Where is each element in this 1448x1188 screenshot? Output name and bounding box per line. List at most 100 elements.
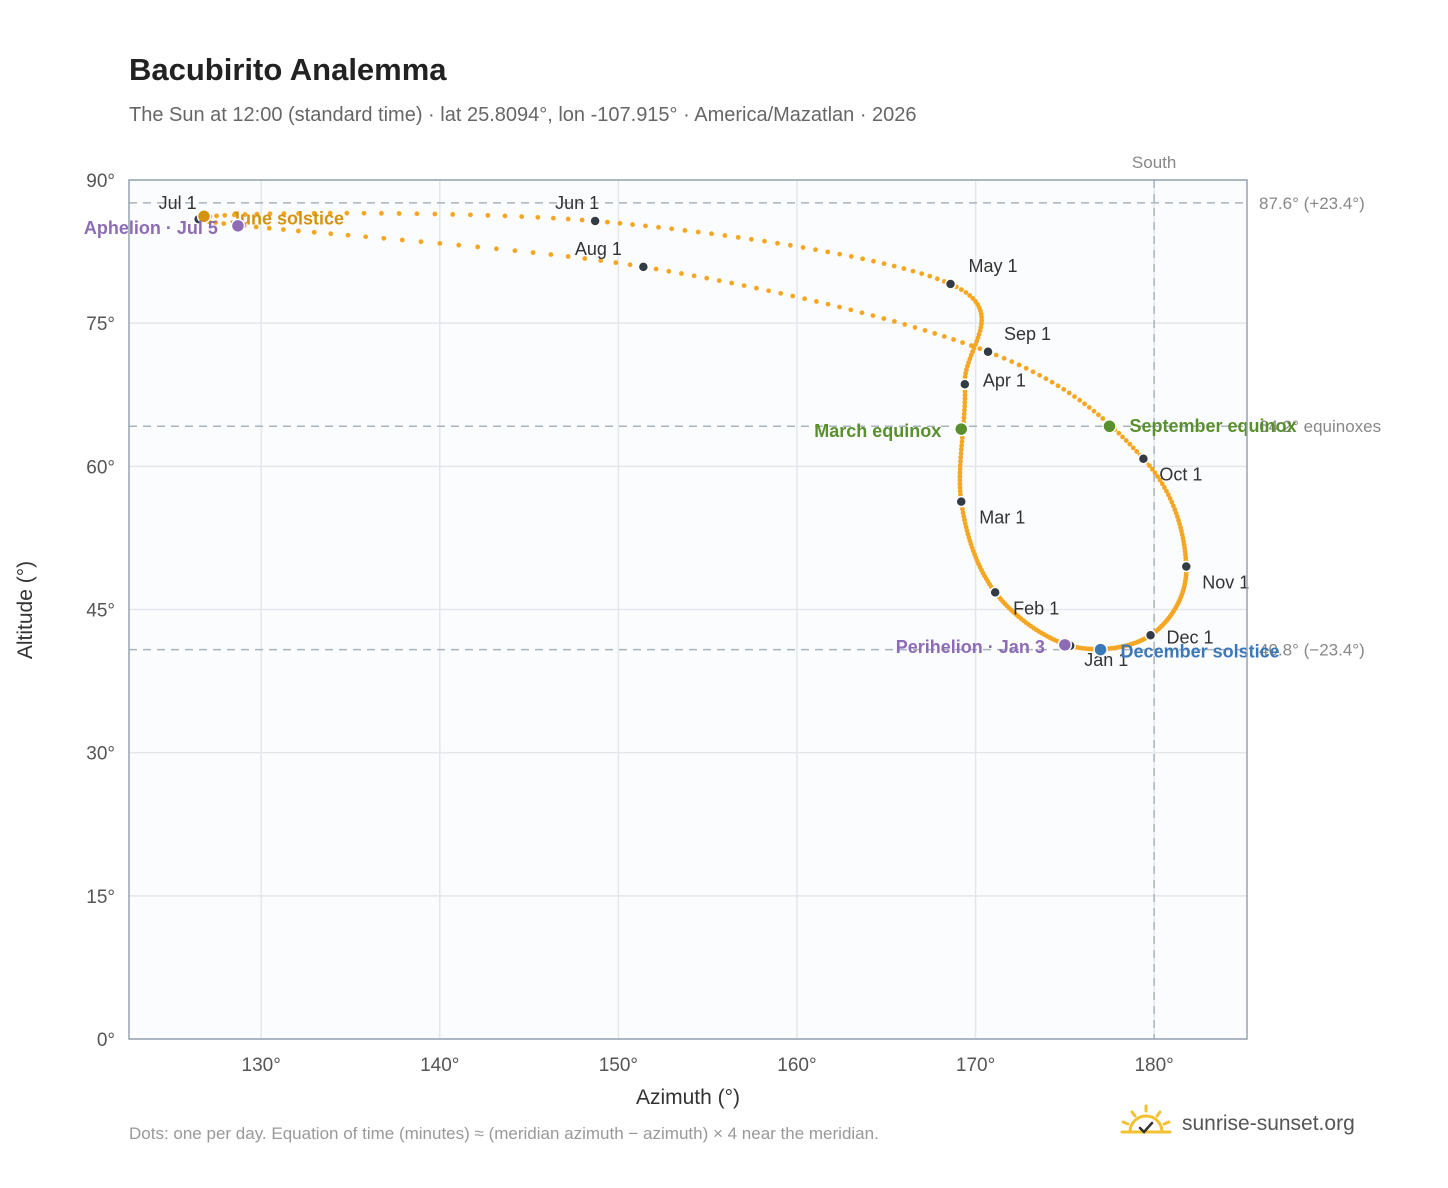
daily-dot	[959, 435, 965, 440]
daily-dot	[345, 232, 351, 238]
daily-dot	[961, 411, 967, 417]
month-marker	[1137, 452, 1150, 465]
y-tick-label: 60°	[86, 457, 115, 478]
daily-dot	[669, 226, 675, 232]
daily-dot	[1023, 365, 1029, 371]
daily-dot	[1165, 492, 1171, 498]
daily-dot	[1159, 481, 1165, 487]
daily-dot	[579, 217, 585, 223]
month-markers: Jan 1 Feb 1 Mar 1 Apr 1 May 1 Jun 1 Jul 1 Aug 1…	[159, 193, 1250, 670]
daily-dot	[363, 234, 369, 240]
daily-dot	[871, 258, 876, 264]
daily-dot	[800, 245, 806, 250]
daily-dot	[901, 266, 907, 271]
daily-dot	[1170, 503, 1176, 509]
daily-dot	[902, 322, 908, 327]
daily-dot	[418, 239, 424, 245]
daily-dot	[1134, 449, 1140, 454]
footnote: Dots: one per day. Equation of time (min…	[129, 1124, 879, 1143]
month-label: Jun 1	[555, 193, 599, 213]
daily-dot	[414, 211, 420, 217]
daily-dot	[530, 250, 536, 255]
daily-dot	[598, 258, 604, 263]
daily-dot	[802, 296, 808, 302]
daily-dot	[242, 212, 248, 217]
y-tick-label: 90°	[86, 171, 115, 192]
daily-dot	[962, 396, 968, 402]
daily-dot	[957, 466, 963, 472]
daily-dot	[1100, 416, 1106, 421]
daily-dot	[881, 316, 887, 321]
daily-dot	[1152, 470, 1158, 476]
event-marker	[1093, 642, 1108, 657]
event-marker	[1102, 418, 1117, 434]
daily-dot	[962, 403, 968, 409]
daily-dot	[922, 327, 928, 333]
daily-dot	[1049, 379, 1055, 385]
daily-dot	[432, 211, 438, 217]
daily-dot	[912, 324, 918, 330]
daily-dot	[627, 262, 633, 268]
event-label: September equinox	[1129, 416, 1296, 436]
daily-dot	[266, 225, 272, 231]
daily-dot	[450, 212, 456, 217]
daily-dot	[456, 242, 462, 248]
month-marker	[589, 215, 601, 227]
reference-line-label: 64.2° equinoxes	[1259, 417, 1381, 436]
daily-dot	[766, 288, 772, 294]
daily-dot	[891, 319, 897, 324]
daily-dot	[1016, 362, 1022, 368]
daily-dot	[870, 313, 876, 319]
daily-dot	[1082, 401, 1087, 407]
axis-ticks: 130° 140° 150° 160° 170° 180° 0° 15° 30° 45° 60° 75…	[86, 171, 1174, 1076]
daily-dot	[965, 363, 970, 369]
brand-name: sunrise-sunset.org	[1182, 1111, 1355, 1135]
daily-dot	[941, 334, 947, 339]
month-label: Jan 1	[1084, 650, 1128, 670]
y-tick-label: 45°	[86, 601, 115, 622]
daily-dot	[296, 210, 302, 216]
daily-dot	[682, 227, 688, 233]
x-tick-label: 150°	[599, 1055, 638, 1076]
daily-dot	[381, 235, 387, 241]
daily-dot	[957, 488, 963, 494]
daily-dot	[966, 360, 971, 365]
daily-dot	[1155, 474, 1160, 479]
daily-dot	[962, 392, 968, 398]
daily-dot	[280, 227, 286, 232]
x-tick-label: 180°	[1134, 1055, 1173, 1076]
daily-dot	[968, 343, 974, 349]
daily-dot	[762, 238, 767, 244]
month-label: May 1	[969, 256, 1018, 276]
daily-dot	[716, 278, 722, 284]
daily-dot	[437, 240, 443, 246]
daily-dot	[1066, 390, 1072, 396]
daily-dot	[962, 388, 968, 394]
south-label: South	[1132, 153, 1176, 172]
daily-dot	[1147, 463, 1152, 469]
daily-dot	[327, 210, 333, 216]
daily-dot	[679, 271, 684, 276]
month-marker	[955, 495, 967, 508]
daily-dot	[613, 260, 619, 266]
event-marker	[196, 209, 212, 224]
daily-dot	[967, 293, 973, 298]
daily-dot	[1030, 369, 1036, 375]
daily-dot	[691, 273, 697, 279]
daily-dot	[231, 212, 237, 218]
daily-dot	[311, 229, 317, 235]
plot-frame	[128, 179, 1248, 1040]
daily-dot	[704, 275, 710, 281]
month-label: Apr 1	[983, 370, 1026, 390]
daily-dot	[1043, 376, 1049, 382]
daily-dot	[960, 340, 965, 345]
month-label: Aug 1	[575, 239, 622, 259]
month-label: Oct 1	[1159, 465, 1202, 485]
daily-dot	[254, 211, 260, 217]
daily-dot	[919, 271, 925, 277]
daily-dot	[962, 400, 968, 405]
daily-dot	[1096, 412, 1101, 418]
daily-dot	[582, 256, 588, 261]
daily-dot	[934, 276, 940, 282]
month-marker	[959, 378, 971, 391]
